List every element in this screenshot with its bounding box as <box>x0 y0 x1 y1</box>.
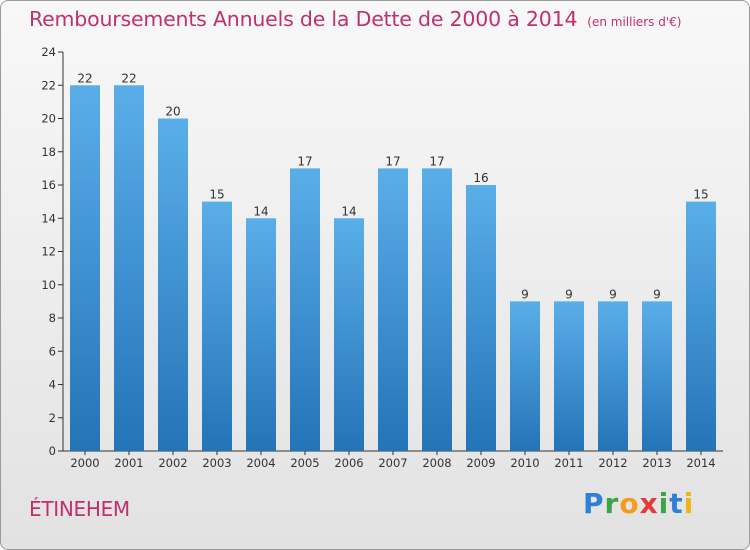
y-tick-label: 12 <box>41 245 56 259</box>
chart-title-text: Remboursements Annuels de la Dette de 20… <box>29 7 578 31</box>
y-tick-label: 24 <box>41 45 56 59</box>
y-tick-label: 16 <box>41 178 56 192</box>
x-tick-label-2008: 2008 <box>422 456 451 470</box>
bar-2011 <box>554 301 584 451</box>
bar-2001 <box>114 85 144 451</box>
x-tick-label-2007: 2007 <box>378 456 407 470</box>
bar-2003 <box>202 201 232 451</box>
bar-2000 <box>70 85 100 451</box>
y-tick-label: 22 <box>41 78 56 92</box>
y-tick-label: 2 <box>49 411 56 425</box>
data-label-2003: 15 <box>209 188 224 202</box>
data-label-2002: 20 <box>165 105 180 119</box>
x-tick-label-2005: 2005 <box>290 456 319 470</box>
bar-2008 <box>422 168 452 451</box>
commune-name: ÉTINEHEM <box>29 497 130 521</box>
data-label-2004: 14 <box>253 204 268 218</box>
bar-2005 <box>290 168 320 451</box>
data-label-2005: 17 <box>297 154 312 168</box>
bar-2004 <box>246 218 276 451</box>
y-tick-label: 6 <box>49 344 56 358</box>
bar-2002 <box>158 118 188 451</box>
data-label-2009: 16 <box>473 171 488 185</box>
chart-title: Remboursements Annuels de la Dette de 20… <box>29 7 681 31</box>
x-tick-label-2011: 2011 <box>554 456 583 470</box>
x-tick-label-2001: 2001 <box>114 456 143 470</box>
x-tick-label-2003: 2003 <box>202 456 231 470</box>
bar-2009 <box>466 185 496 451</box>
y-tick-label: 8 <box>49 311 56 325</box>
x-tick-label-2000: 2000 <box>70 456 99 470</box>
bar-2013 <box>642 301 672 451</box>
y-tick-label: 0 <box>49 444 56 458</box>
y-tick-label: 20 <box>41 112 56 126</box>
data-label-2012: 9 <box>609 287 617 301</box>
x-tick-label-2009: 2009 <box>466 456 495 470</box>
bar-2007 <box>378 168 408 451</box>
data-label-2013: 9 <box>653 287 661 301</box>
data-label-2006: 14 <box>341 204 356 218</box>
data-label-2010: 9 <box>521 287 529 301</box>
data-label-2014: 15 <box>693 188 708 202</box>
data-label-2001: 22 <box>121 71 136 85</box>
bar-2014 <box>686 201 716 451</box>
bar-2012 <box>598 301 628 451</box>
data-label-2007: 17 <box>385 154 400 168</box>
y-tick-label: 10 <box>41 278 56 292</box>
x-tick-label-2006: 2006 <box>334 456 363 470</box>
x-tick-label-2013: 2013 <box>642 456 671 470</box>
x-tick-label-2004: 2004 <box>246 456 275 470</box>
bar-2010 <box>510 301 540 451</box>
y-tick-label: 14 <box>41 211 56 225</box>
x-tick-label-2002: 2002 <box>158 456 187 470</box>
data-label-2000: 22 <box>77 71 92 85</box>
x-tick-label-2012: 2012 <box>598 456 627 470</box>
x-tick-label-2010: 2010 <box>510 456 539 470</box>
x-tick-label-2014: 2014 <box>686 456 715 470</box>
chart-unit-text: (en milliers d'€) <box>587 15 682 29</box>
bar-2006 <box>334 218 364 451</box>
y-tick-label: 18 <box>41 145 56 159</box>
proxiti-logo: Proxiti <box>583 487 695 520</box>
data-label-2011: 9 <box>565 287 573 301</box>
y-tick-label: 4 <box>49 378 56 392</box>
data-label-2008: 17 <box>429 154 444 168</box>
